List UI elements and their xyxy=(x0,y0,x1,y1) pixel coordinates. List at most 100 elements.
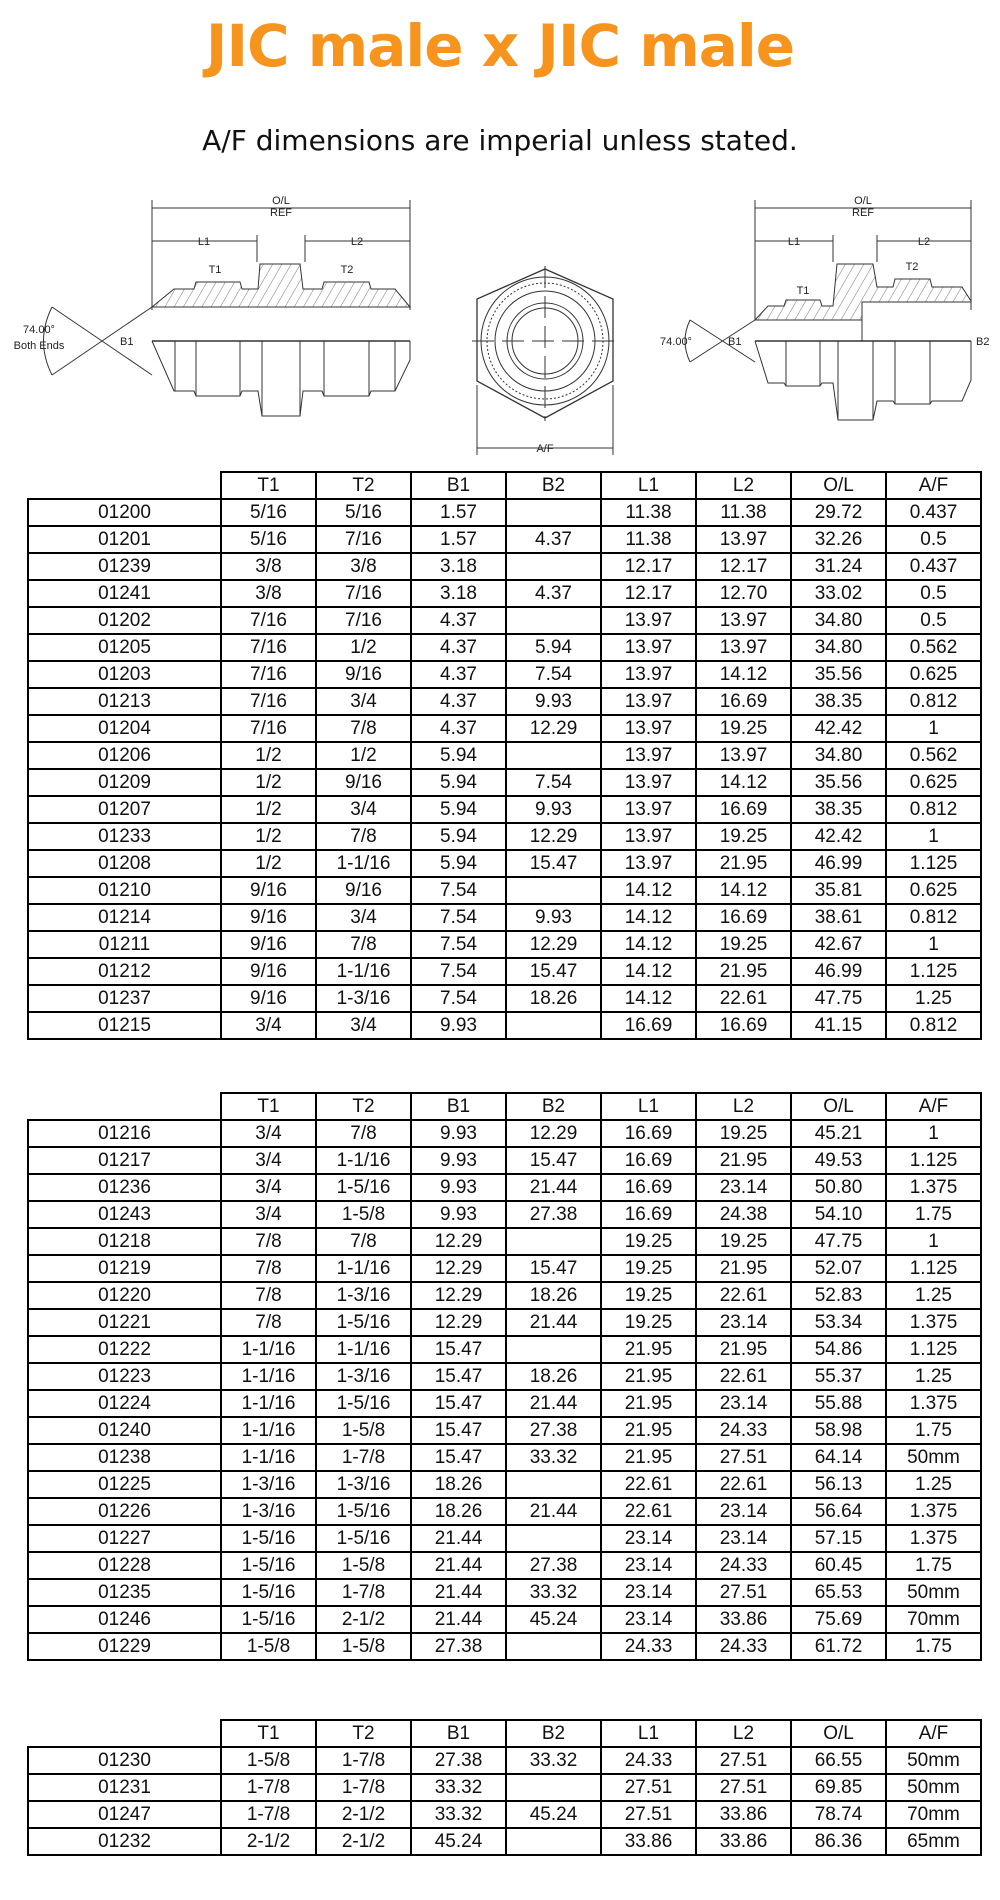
table-row: 01226 1-3/16 1-5/16 18.26 21.44 22.61 23.14 56.… xyxy=(27,1497,982,1526)
value-cell: 0.625 xyxy=(885,876,982,905)
part-number-cell: 01246 xyxy=(27,1605,222,1634)
angle-label: 74.00° xyxy=(23,324,55,336)
value-cell: 5/16 xyxy=(315,498,412,527)
part-number-cell: 01226 xyxy=(27,1497,222,1526)
value-cell: 27.51 xyxy=(695,1746,792,1775)
value-cell: 0.562 xyxy=(885,633,982,662)
value-cell: 14.12 xyxy=(695,876,792,905)
value-cell: 1.75 xyxy=(885,1551,982,1580)
value-cell: 7/16 xyxy=(220,660,317,689)
value-cell: 49.53 xyxy=(790,1146,887,1175)
value-cell: 23.14 xyxy=(695,1173,792,1202)
value-cell: 1.75 xyxy=(885,1632,982,1661)
value-cell: 4.37 xyxy=(410,660,507,689)
table-row: 01222 1-1/16 1-1/16 15.47 21.95 21.95 54.86 1.1… xyxy=(27,1335,982,1364)
value-cell: 13.97 xyxy=(600,822,697,851)
value-cell: 19.25 xyxy=(600,1227,697,1256)
value-cell: 18.26 xyxy=(505,984,602,1013)
column-header: L2 xyxy=(695,471,792,500)
value-cell: 1.125 xyxy=(885,1254,982,1283)
value-cell: 21.44 xyxy=(410,1524,507,1553)
value-cell: 5.94 xyxy=(410,849,507,878)
part-number-cell: 01229 xyxy=(27,1632,222,1661)
table-row: 01216 3/4 7/8 9.93 12.29 16.69 19.25 45.21 1 xyxy=(27,1119,982,1148)
value-cell: 15.47 xyxy=(410,1362,507,1391)
value-cell: 0.812 xyxy=(885,1011,982,1040)
value-cell: 38.35 xyxy=(790,687,887,716)
value-cell: 7/8 xyxy=(220,1227,317,1256)
value-cell: 12.29 xyxy=(410,1227,507,1256)
value-cell: 1.375 xyxy=(885,1389,982,1418)
value-cell: 27.51 xyxy=(695,1443,792,1472)
value-cell: 7/8 xyxy=(220,1254,317,1283)
value-cell: 45.24 xyxy=(505,1800,602,1829)
value-cell: 7.54 xyxy=(505,768,602,797)
table-row: 01213 7/16 3/4 4.37 9.93 13.97 16.69 38.35 0.812 xyxy=(27,687,982,716)
l1-label: L1 xyxy=(788,236,800,248)
part-number-cell: 01205 xyxy=(27,633,222,662)
column-header: B2 xyxy=(505,1092,602,1121)
value-cell: 54.10 xyxy=(790,1200,887,1229)
part-number-cell: 01220 xyxy=(27,1281,222,1310)
value-cell xyxy=(505,741,602,770)
value-cell: 1-5/16 xyxy=(220,1524,317,1553)
value-cell: 34.80 xyxy=(790,741,887,770)
value-cell: 1/2 xyxy=(315,741,412,770)
value-cell: 7.54 xyxy=(410,903,507,932)
value-cell: 12.29 xyxy=(505,930,602,959)
value-cell: 9.93 xyxy=(505,903,602,932)
column-header: T2 xyxy=(315,1092,412,1121)
value-cell: 1-1/16 xyxy=(220,1362,317,1391)
table-row: 01207 1/2 3/4 5.94 9.93 13.97 16.69 38.35 0.812 xyxy=(27,795,982,824)
value-cell: 1-7/8 xyxy=(315,1443,412,1472)
value-cell: 7/16 xyxy=(220,714,317,743)
value-cell: 19.25 xyxy=(695,1227,792,1256)
part-number-cell: 01218 xyxy=(27,1227,222,1256)
value-cell xyxy=(505,1827,602,1856)
value-cell xyxy=(505,1470,602,1499)
value-cell: 7/16 xyxy=(315,606,412,635)
value-cell: 14.12 xyxy=(600,957,697,986)
value-cell: 1.25 xyxy=(885,984,982,1013)
part-number-cell: 01211 xyxy=(27,930,222,959)
value-cell: 7.54 xyxy=(410,876,507,905)
value-cell: 9/16 xyxy=(220,930,317,959)
t1-label: T1 xyxy=(797,285,810,297)
value-cell: 16.69 xyxy=(600,1173,697,1202)
value-cell: 21.95 xyxy=(695,1146,792,1175)
part-number-cell: 01221 xyxy=(27,1308,222,1337)
value-cell: 1.375 xyxy=(885,1497,982,1526)
value-cell xyxy=(505,1773,602,1802)
value-cell: 27.51 xyxy=(695,1773,792,1802)
value-cell: 2-1/2 xyxy=(315,1800,412,1829)
value-cell: 1.375 xyxy=(885,1308,982,1337)
value-cell: 0.812 xyxy=(885,903,982,932)
table-row: 01219 7/8 1-1/16 12.29 15.47 19.25 21.95 52.07 1… xyxy=(27,1254,982,1283)
column-header: T1 xyxy=(220,1092,317,1121)
table-row: 01201 5/16 7/16 1.57 4.37 11.38 13.97 32.26 0.5 xyxy=(27,525,982,554)
table-header-row: T1 T2 B1 B2 L1 L2 O/L A/F xyxy=(28,1092,982,1121)
value-cell: 1 xyxy=(885,822,982,851)
value-cell: 3.18 xyxy=(410,552,507,581)
value-cell: 23.14 xyxy=(695,1497,792,1526)
value-cell: 18.26 xyxy=(410,1497,507,1526)
value-cell: 11.38 xyxy=(695,498,792,527)
column-header: B2 xyxy=(505,1719,602,1748)
value-cell: 52.83 xyxy=(790,1281,887,1310)
value-cell: 21.95 xyxy=(695,957,792,986)
af-label: A/F xyxy=(536,443,553,455)
value-cell: 1-5/16 xyxy=(315,1173,412,1202)
value-cell: 14.12 xyxy=(600,930,697,959)
value-cell: 9.93 xyxy=(410,1173,507,1202)
value-cell: 16.69 xyxy=(695,795,792,824)
value-cell: 13.97 xyxy=(600,795,697,824)
value-cell: 32.26 xyxy=(790,525,887,554)
value-cell: 9/16 xyxy=(220,984,317,1013)
value-cell: 1-1/16 xyxy=(315,1146,412,1175)
value-cell xyxy=(505,552,602,581)
value-cell: 24.33 xyxy=(695,1551,792,1580)
value-cell: 1-5/8 xyxy=(315,1632,412,1661)
table-row: 01202 7/16 7/16 4.37 13.97 13.97 34.80 0.5 xyxy=(27,606,982,635)
value-cell: 9/16 xyxy=(315,768,412,797)
value-cell: 33.32 xyxy=(410,1800,507,1829)
